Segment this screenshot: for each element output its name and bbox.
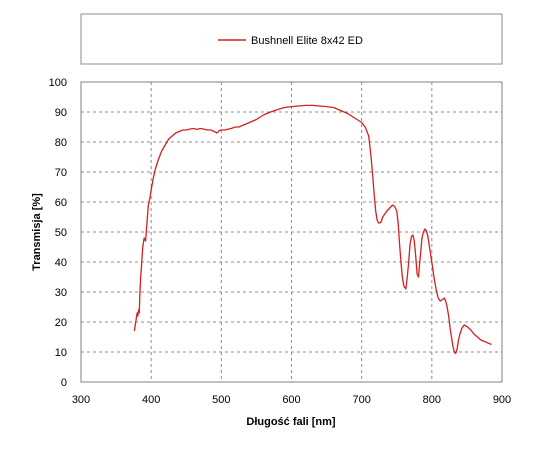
legend-box: Bushnell Elite 8x42 ED — [80, 13, 503, 65]
y-tick-label: 100 — [49, 77, 67, 89]
legend-frame — [80, 13, 503, 65]
y-axis-title: Transmisja [%] — [31, 193, 43, 271]
y-tick-label: 50 — [55, 227, 67, 239]
y-tick-label: 80 — [55, 137, 67, 149]
y-tick-label: 60 — [55, 197, 67, 209]
y-tick-label: 90 — [55, 107, 67, 119]
y-tick-label: 70 — [55, 167, 67, 179]
x-tick-label: 700 — [352, 394, 370, 406]
y-tick-labels: 0 10 20 30 40 50 60 70 80 90 100 — [49, 77, 67, 389]
data-series — [133, 104, 492, 355]
y-tick-label: 40 — [55, 257, 67, 269]
y-tick-label: 20 — [55, 317, 67, 329]
x-tick-label: 900 — [493, 394, 511, 406]
y-tick-label: 10 — [55, 347, 67, 359]
x-tick-label: 800 — [423, 394, 441, 406]
y-tick-label: 30 — [55, 287, 67, 299]
series-line — [133, 104, 492, 355]
x-tick-label: 500 — [212, 394, 230, 406]
x-axis-title: Długość fali [nm] — [246, 416, 336, 428]
legend-label: Bushnell Elite 8x42 ED — [251, 35, 363, 47]
x-tick-labels: 300 400 500 600 700 800 900 — [72, 394, 511, 406]
x-tick-label: 600 — [282, 394, 300, 406]
x-tick-label: 300 — [72, 394, 90, 406]
plot-area-frame — [80, 81, 503, 383]
y-tick-label: 0 — [61, 377, 67, 389]
x-tick-label: 400 — [142, 394, 160, 406]
